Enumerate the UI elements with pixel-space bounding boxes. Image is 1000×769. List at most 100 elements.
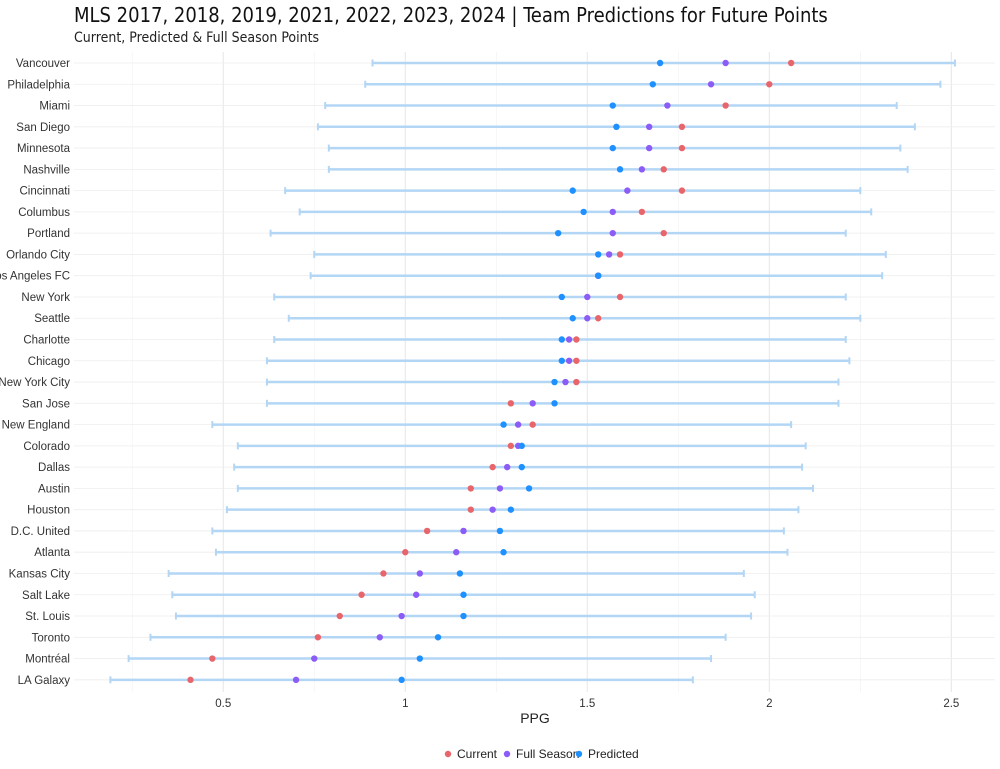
- y-tick-label: Los Angeles FC: [0, 271, 70, 283]
- point-full-season: [609, 229, 616, 237]
- y-tick-label: Colorado: [23, 441, 70, 453]
- point-current: [187, 676, 194, 684]
- point-predicted: [518, 442, 525, 450]
- y-tick-label: Atlanta: [34, 547, 70, 559]
- x-tick-label: 2.5: [943, 698, 959, 710]
- y-tick-label: New York City: [0, 377, 70, 389]
- point-current: [336, 612, 343, 620]
- y-tick-label: Houston: [27, 505, 70, 517]
- y-tick-label: Philadelphia: [7, 79, 70, 91]
- point-predicted: [656, 59, 664, 67]
- point-current: [595, 315, 602, 322]
- point-predicted: [558, 293, 566, 301]
- y-tick-label: San Jose: [22, 398, 70, 410]
- interval-lines: [109, 59, 956, 684]
- point-predicted: [551, 378, 558, 386]
- point-predicted: [507, 506, 515, 513]
- point-full-season: [624, 187, 631, 194]
- data-points: [187, 59, 795, 684]
- point-full-season: [565, 357, 573, 364]
- y-tick-label: Austin: [38, 483, 70, 495]
- chart-title: MLS 2017, 2018, 2019, 2021, 2022, 2023, …: [74, 3, 828, 27]
- point-predicted: [616, 166, 624, 173]
- y-tick-label: Minnesota: [17, 143, 71, 155]
- x-tick-label: 1: [402, 698, 408, 710]
- y-tick-label: St. Louis: [25, 611, 70, 623]
- y-tick-label: Charlotte: [23, 335, 70, 347]
- point-current: [678, 187, 686, 194]
- legend-marker: [503, 750, 511, 758]
- point-full-season: [529, 400, 536, 407]
- y-tick-label: Toronto: [32, 632, 70, 644]
- point-full-season: [489, 506, 496, 513]
- point-predicted: [460, 612, 467, 620]
- point-current: [402, 549, 409, 556]
- y-tick-label: San Diego: [16, 122, 70, 134]
- point-full-season: [311, 655, 318, 662]
- x-tick-label: 2: [766, 698, 772, 710]
- y-tick-label: Kansas City: [9, 568, 71, 580]
- point-full-season: [707, 81, 715, 88]
- legend-marker: [444, 750, 452, 758]
- point-predicted: [518, 463, 525, 471]
- y-tick-label: New York: [21, 292, 70, 304]
- point-predicted: [609, 144, 616, 152]
- y-tick-label: Columbus: [18, 207, 70, 219]
- point-predicted: [398, 676, 405, 684]
- point-predicted: [595, 251, 602, 258]
- y-tick-label: Seattle: [34, 313, 70, 325]
- y-tick-label: Montréal: [25, 654, 70, 666]
- legend-label: Current: [457, 747, 498, 761]
- chart-subtitle: Current, Predicted & Full Season Points: [74, 30, 319, 46]
- x-axis-ticks: 0.5 1 1.5 2 2.5: [215, 698, 959, 710]
- y-axis-labels: Vancouver Philadelphia Miami San Diego Minne…: [0, 58, 71, 687]
- legend: Current Full Season Predicted: [444, 747, 639, 761]
- point-predicted: [416, 655, 424, 662]
- y-tick-label: D.C. United: [11, 526, 70, 538]
- legend-marker: [575, 750, 583, 758]
- point-full-season: [416, 570, 424, 577]
- y-tick-label: New England: [2, 420, 70, 432]
- x-axis-label: PPG: [520, 710, 550, 726]
- point-predicted: [558, 336, 566, 343]
- point-current: [722, 102, 729, 109]
- point-current: [660, 229, 667, 237]
- point-predicted: [649, 81, 657, 88]
- point-current: [467, 506, 474, 513]
- point-current: [489, 463, 496, 471]
- point-predicted: [580, 208, 587, 216]
- point-predicted: [613, 123, 620, 131]
- y-tick-label: Miami: [39, 101, 70, 113]
- point-current: [573, 378, 580, 386]
- point-current: [380, 570, 387, 577]
- x-tick-label: 0.5: [215, 698, 231, 710]
- point-current: [358, 591, 365, 598]
- point-predicted: [460, 591, 467, 598]
- point-current: [467, 485, 474, 492]
- point-full-season: [609, 208, 616, 216]
- point-current: [787, 59, 795, 67]
- point-current: [660, 166, 667, 173]
- point-full-season: [722, 59, 729, 67]
- legend-label: Full Season: [516, 747, 579, 761]
- point-current: [638, 208, 646, 216]
- point-full-season: [664, 102, 671, 109]
- point-predicted: [456, 570, 464, 577]
- y-tick-label: Dallas: [38, 462, 70, 474]
- point-current: [616, 293, 624, 301]
- point-full-season: [453, 549, 460, 556]
- point-full-season: [638, 166, 646, 173]
- point-full-season: [605, 251, 613, 258]
- point-predicted: [569, 315, 576, 322]
- point-full-season: [645, 123, 653, 131]
- legend-label: Predicted: [588, 747, 639, 761]
- point-predicted: [551, 400, 558, 407]
- y-tick-label: Orlando City: [6, 249, 70, 261]
- point-current: [766, 81, 773, 88]
- point-current: [573, 336, 580, 343]
- x-tick-label: 1.5: [579, 698, 595, 710]
- point-predicted: [569, 187, 576, 194]
- point-current: [314, 634, 322, 641]
- point-predicted: [609, 102, 616, 109]
- point-current: [209, 655, 216, 662]
